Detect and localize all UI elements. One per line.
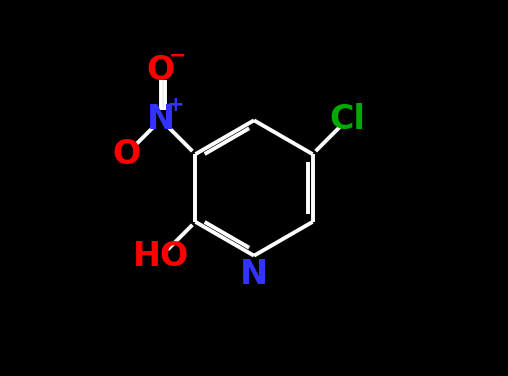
Text: +: + — [167, 94, 185, 115]
Text: N: N — [240, 258, 268, 291]
Text: O: O — [112, 138, 140, 171]
Text: O: O — [147, 54, 175, 87]
Text: HO: HO — [133, 240, 189, 273]
Text: N: N — [147, 103, 175, 136]
Text: Cl: Cl — [329, 103, 365, 136]
Text: −: − — [169, 45, 186, 66]
